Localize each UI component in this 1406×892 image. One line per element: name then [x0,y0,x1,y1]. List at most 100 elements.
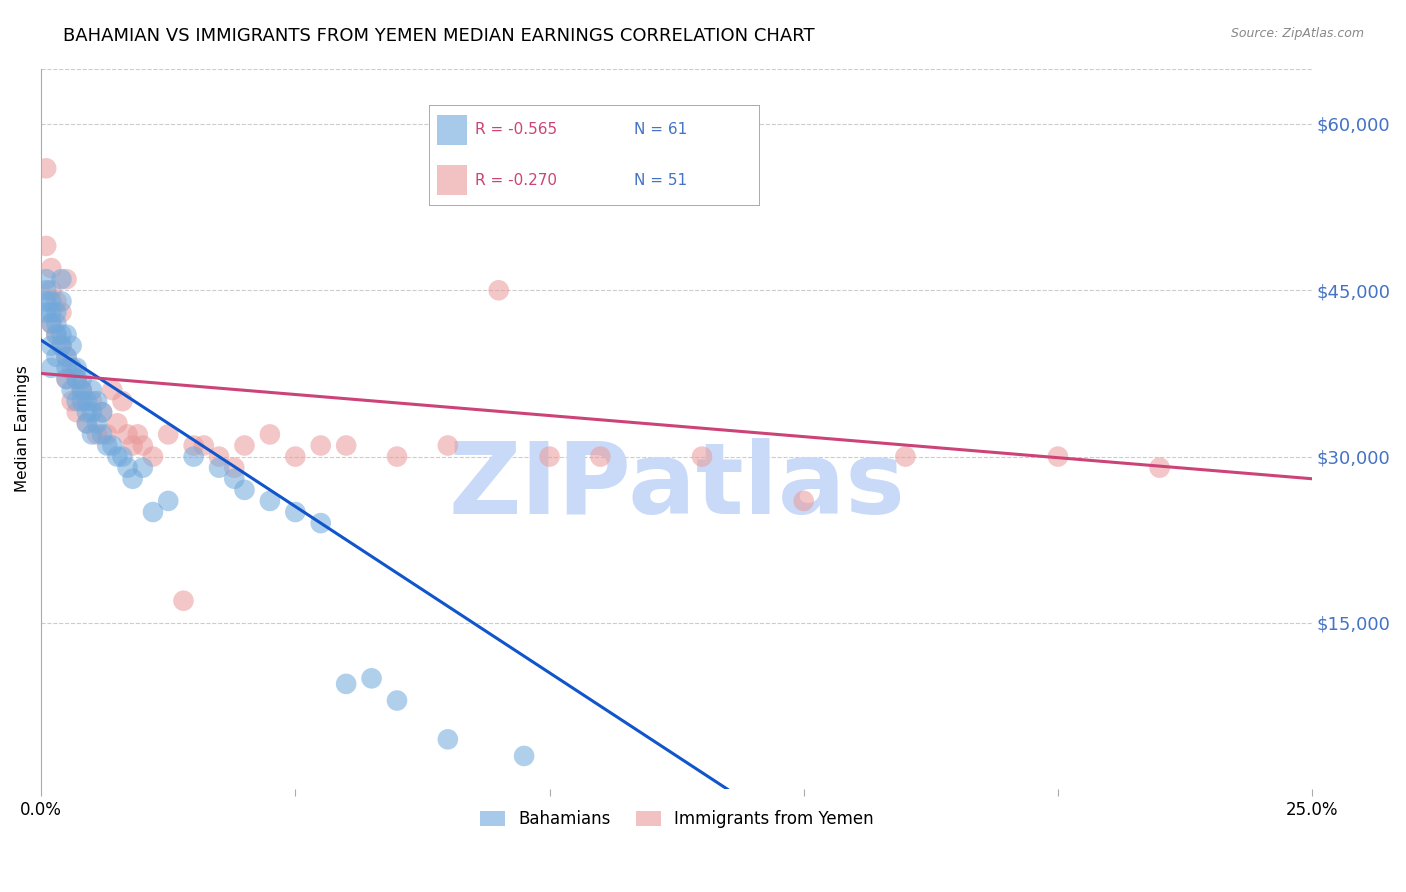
Point [309,438,332,452]
Point [894,450,917,464]
Point [309,516,332,530]
Point [39,261,62,276]
Point [39,317,62,331]
Point [284,505,307,519]
Point [437,732,460,747]
Point [70,383,93,397]
Point [1046,450,1069,464]
Point [80,405,103,419]
Point [55,350,77,364]
Point [35,239,58,253]
Point [45,327,67,342]
Point [142,505,165,519]
Point [80,383,103,397]
Text: Source: ZipAtlas.com: Source: ZipAtlas.com [1230,27,1364,40]
Point [45,294,67,309]
Point [183,450,205,464]
Point [259,427,281,442]
Point [35,283,58,297]
Point [60,394,83,409]
Point [208,450,231,464]
Point [55,327,77,342]
Point [45,305,67,319]
Point [385,450,408,464]
Point [183,438,205,452]
Point [35,294,58,309]
Point [51,327,73,342]
Point [111,394,134,409]
Point [55,350,77,364]
Point [39,305,62,319]
Point [45,350,67,364]
Point [101,383,124,397]
Point [39,283,62,297]
Point [121,472,143,486]
Point [259,494,281,508]
Legend: Bahamians, Immigrants from Yemen: Bahamians, Immigrants from Yemen [474,804,880,835]
Y-axis label: Median Earnings: Median Earnings [15,366,30,492]
Text: ZIPatlas: ZIPatlas [449,438,905,535]
Point [39,360,62,375]
Point [157,427,180,442]
Point [91,427,114,442]
Point [360,671,382,685]
Point [233,483,256,497]
Point [66,360,89,375]
Point [55,272,77,286]
Point [66,405,89,419]
Point [157,494,180,508]
Point [55,372,77,386]
Point [117,460,139,475]
Point [132,460,155,475]
Point [132,438,155,452]
Point [60,360,83,375]
Point [142,450,165,464]
Point [111,450,134,464]
Point [86,417,108,431]
Point [39,339,62,353]
Point [91,405,114,419]
Point [117,427,139,442]
Point [76,417,98,431]
Point [45,317,67,331]
Point [51,339,73,353]
Point [60,339,83,353]
Point [86,394,108,409]
Point [51,272,73,286]
Point [76,417,98,431]
Point [35,272,58,286]
Point [335,438,357,452]
Point [39,294,62,309]
Point [284,450,307,464]
Point [45,327,67,342]
Point [55,360,77,375]
Point [793,494,815,508]
Point [488,283,510,297]
Point [55,372,77,386]
Point [105,450,128,464]
Point [51,294,73,309]
Point [66,394,89,409]
Point [233,438,256,452]
Point [76,394,98,409]
Point [51,305,73,319]
Point [86,427,108,442]
Point [224,460,246,475]
Point [70,372,93,386]
Point [60,360,83,375]
Point [513,748,536,763]
Point [105,417,128,431]
Point [385,693,408,707]
Point [193,438,215,452]
Point [437,438,460,452]
Point [172,593,194,607]
Point [35,161,58,176]
Text: BAHAMIAN VS IMMIGRANTS FROM YEMEN MEDIAN EARNINGS CORRELATION CHART: BAHAMIAN VS IMMIGRANTS FROM YEMEN MEDIAN… [63,27,815,45]
Point [70,394,93,409]
Point [224,472,246,486]
Point [335,677,357,691]
Point [589,450,612,464]
Point [121,438,143,452]
Point [66,372,89,386]
Point [35,305,58,319]
